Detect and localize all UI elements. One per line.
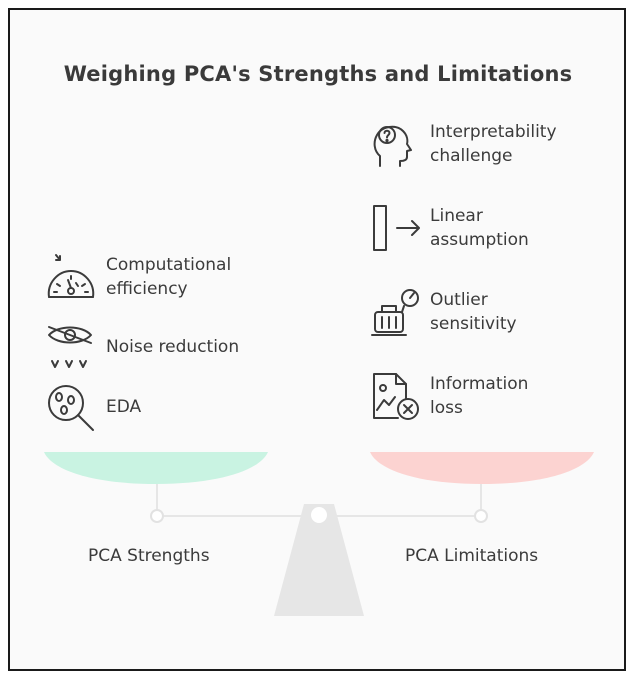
limitation-label-linear: Linear assumption [430, 206, 529, 250]
limitations-label: PCA Limitations [405, 546, 539, 566]
left-beam-joint [150, 509, 164, 523]
eye-filter-icon [48, 326, 92, 368]
limitation-label-outlier: Outlier sensitivity [430, 290, 517, 334]
limitation-item-interpretability: Interpretability challenge [370, 120, 557, 170]
strength-item-computational: Computational efficiency [46, 253, 231, 303]
strength-label-noise: Noise reduction [106, 337, 240, 357]
magnifier-icon [48, 385, 94, 431]
diagram-title: Weighing PCA's Strengths and Limitations [63, 62, 573, 86]
luggage-gauge-icon [371, 289, 419, 336]
scale-stand [274, 504, 364, 616]
speedometer-icon [47, 254, 95, 298]
bar-arrow-icon [373, 205, 420, 251]
limitations-pan [370, 452, 594, 484]
scale-pivot [309, 505, 329, 525]
strengths-pan [44, 452, 268, 484]
right-beam-joint [474, 509, 488, 523]
strength-label-computational: Computational efficiency [106, 255, 232, 299]
limitation-label-interpretability: Interpretability challenge [430, 122, 557, 166]
strength-item-eda: EDA [46, 383, 141, 433]
strength-label-eda: EDA [106, 397, 142, 417]
strength-item-noise: Noise reduction [46, 323, 239, 373]
limitation-label-information: Information loss [430, 374, 529, 418]
head-question-icon [373, 125, 412, 167]
limitation-item-information: Information loss [370, 372, 528, 422]
limitation-item-outlier: Outlier sensitivity [370, 288, 517, 338]
limitation-item-linear: Linear assumption [370, 204, 529, 254]
document-x-icon [373, 373, 419, 420]
strengths-label: PCA Strengths [88, 546, 210, 566]
